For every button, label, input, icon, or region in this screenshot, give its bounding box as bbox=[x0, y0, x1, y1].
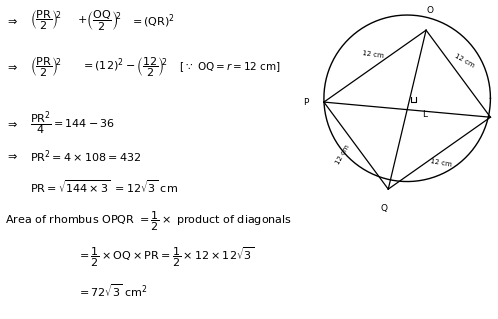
Text: $\mathrm{PR}^2 = 4 \times 108 = 432$: $\mathrm{PR}^2 = 4 \times 108 = 432$ bbox=[30, 148, 141, 165]
Text: O: O bbox=[426, 6, 433, 15]
Text: $\Rightarrow$: $\Rightarrow$ bbox=[5, 62, 18, 72]
Text: $\Rightarrow$: $\Rightarrow$ bbox=[5, 119, 18, 130]
Text: Area of rhombus OPQR $= \dfrac{1}{2} \times$ product of diagonals: Area of rhombus OPQR $= \dfrac{1}{2} \ti… bbox=[5, 210, 292, 234]
Text: $\dfrac{\mathrm{PR}^2}{4} = 144 - 36$: $\dfrac{\mathrm{PR}^2}{4} = 144 - 36$ bbox=[30, 110, 115, 138]
Text: 12 cm: 12 cm bbox=[362, 50, 384, 59]
Text: $\Rightarrow$: $\Rightarrow$ bbox=[5, 151, 18, 161]
Text: L: L bbox=[422, 110, 427, 119]
Text: $= 72\sqrt{3}\ \mathrm{cm}^2$: $= 72\sqrt{3}\ \mathrm{cm}^2$ bbox=[77, 282, 148, 299]
Text: 12 cm: 12 cm bbox=[335, 144, 351, 166]
Text: 12 cm: 12 cm bbox=[453, 52, 475, 69]
Text: $= \dfrac{1}{2} \times \mathrm{OQ} \times \mathrm{PR} = \dfrac{1}{2} \times 12 \: $= \dfrac{1}{2} \times \mathrm{OQ} \time… bbox=[77, 245, 254, 269]
Text: $\left(\dfrac{\mathrm{PR}}{2}\right)^{\!\!2}$: $\left(\dfrac{\mathrm{PR}}{2}\right)^{\!… bbox=[30, 9, 61, 33]
Text: $\mathrm{PR} = \sqrt{144 \times 3}\ = 12\sqrt{3}\ \mathrm{cm}$: $\mathrm{PR} = \sqrt{144 \times 3}\ = 12… bbox=[30, 178, 178, 195]
Text: $\Rightarrow$: $\Rightarrow$ bbox=[5, 16, 18, 26]
Text: $= (12)^2 - \left(\dfrac{12}{2}\right)^{\!\!2}$: $= (12)^2 - \left(\dfrac{12}{2}\right)^{… bbox=[81, 55, 167, 79]
Text: $+\left(\dfrac{\mathrm{OQ}}{2}\right)^{\!\!2}$: $+\left(\dfrac{\mathrm{OQ}}{2}\right)^{\… bbox=[77, 9, 122, 33]
Text: P: P bbox=[303, 98, 309, 107]
Text: $\left(\dfrac{\mathrm{PR}}{2}\right)^{\!\!2}$: $\left(\dfrac{\mathrm{PR}}{2}\right)^{\!… bbox=[30, 55, 61, 79]
Text: $[\because\ \mathrm{OQ} = r = 12\ \mathrm{cm}]$: $[\because\ \mathrm{OQ} = r = 12\ \mathr… bbox=[179, 60, 281, 74]
Text: Q: Q bbox=[381, 204, 388, 213]
Text: 12 cm: 12 cm bbox=[430, 158, 453, 167]
Text: $= (\mathrm{QR})^2$: $= (\mathrm{QR})^2$ bbox=[130, 12, 176, 30]
